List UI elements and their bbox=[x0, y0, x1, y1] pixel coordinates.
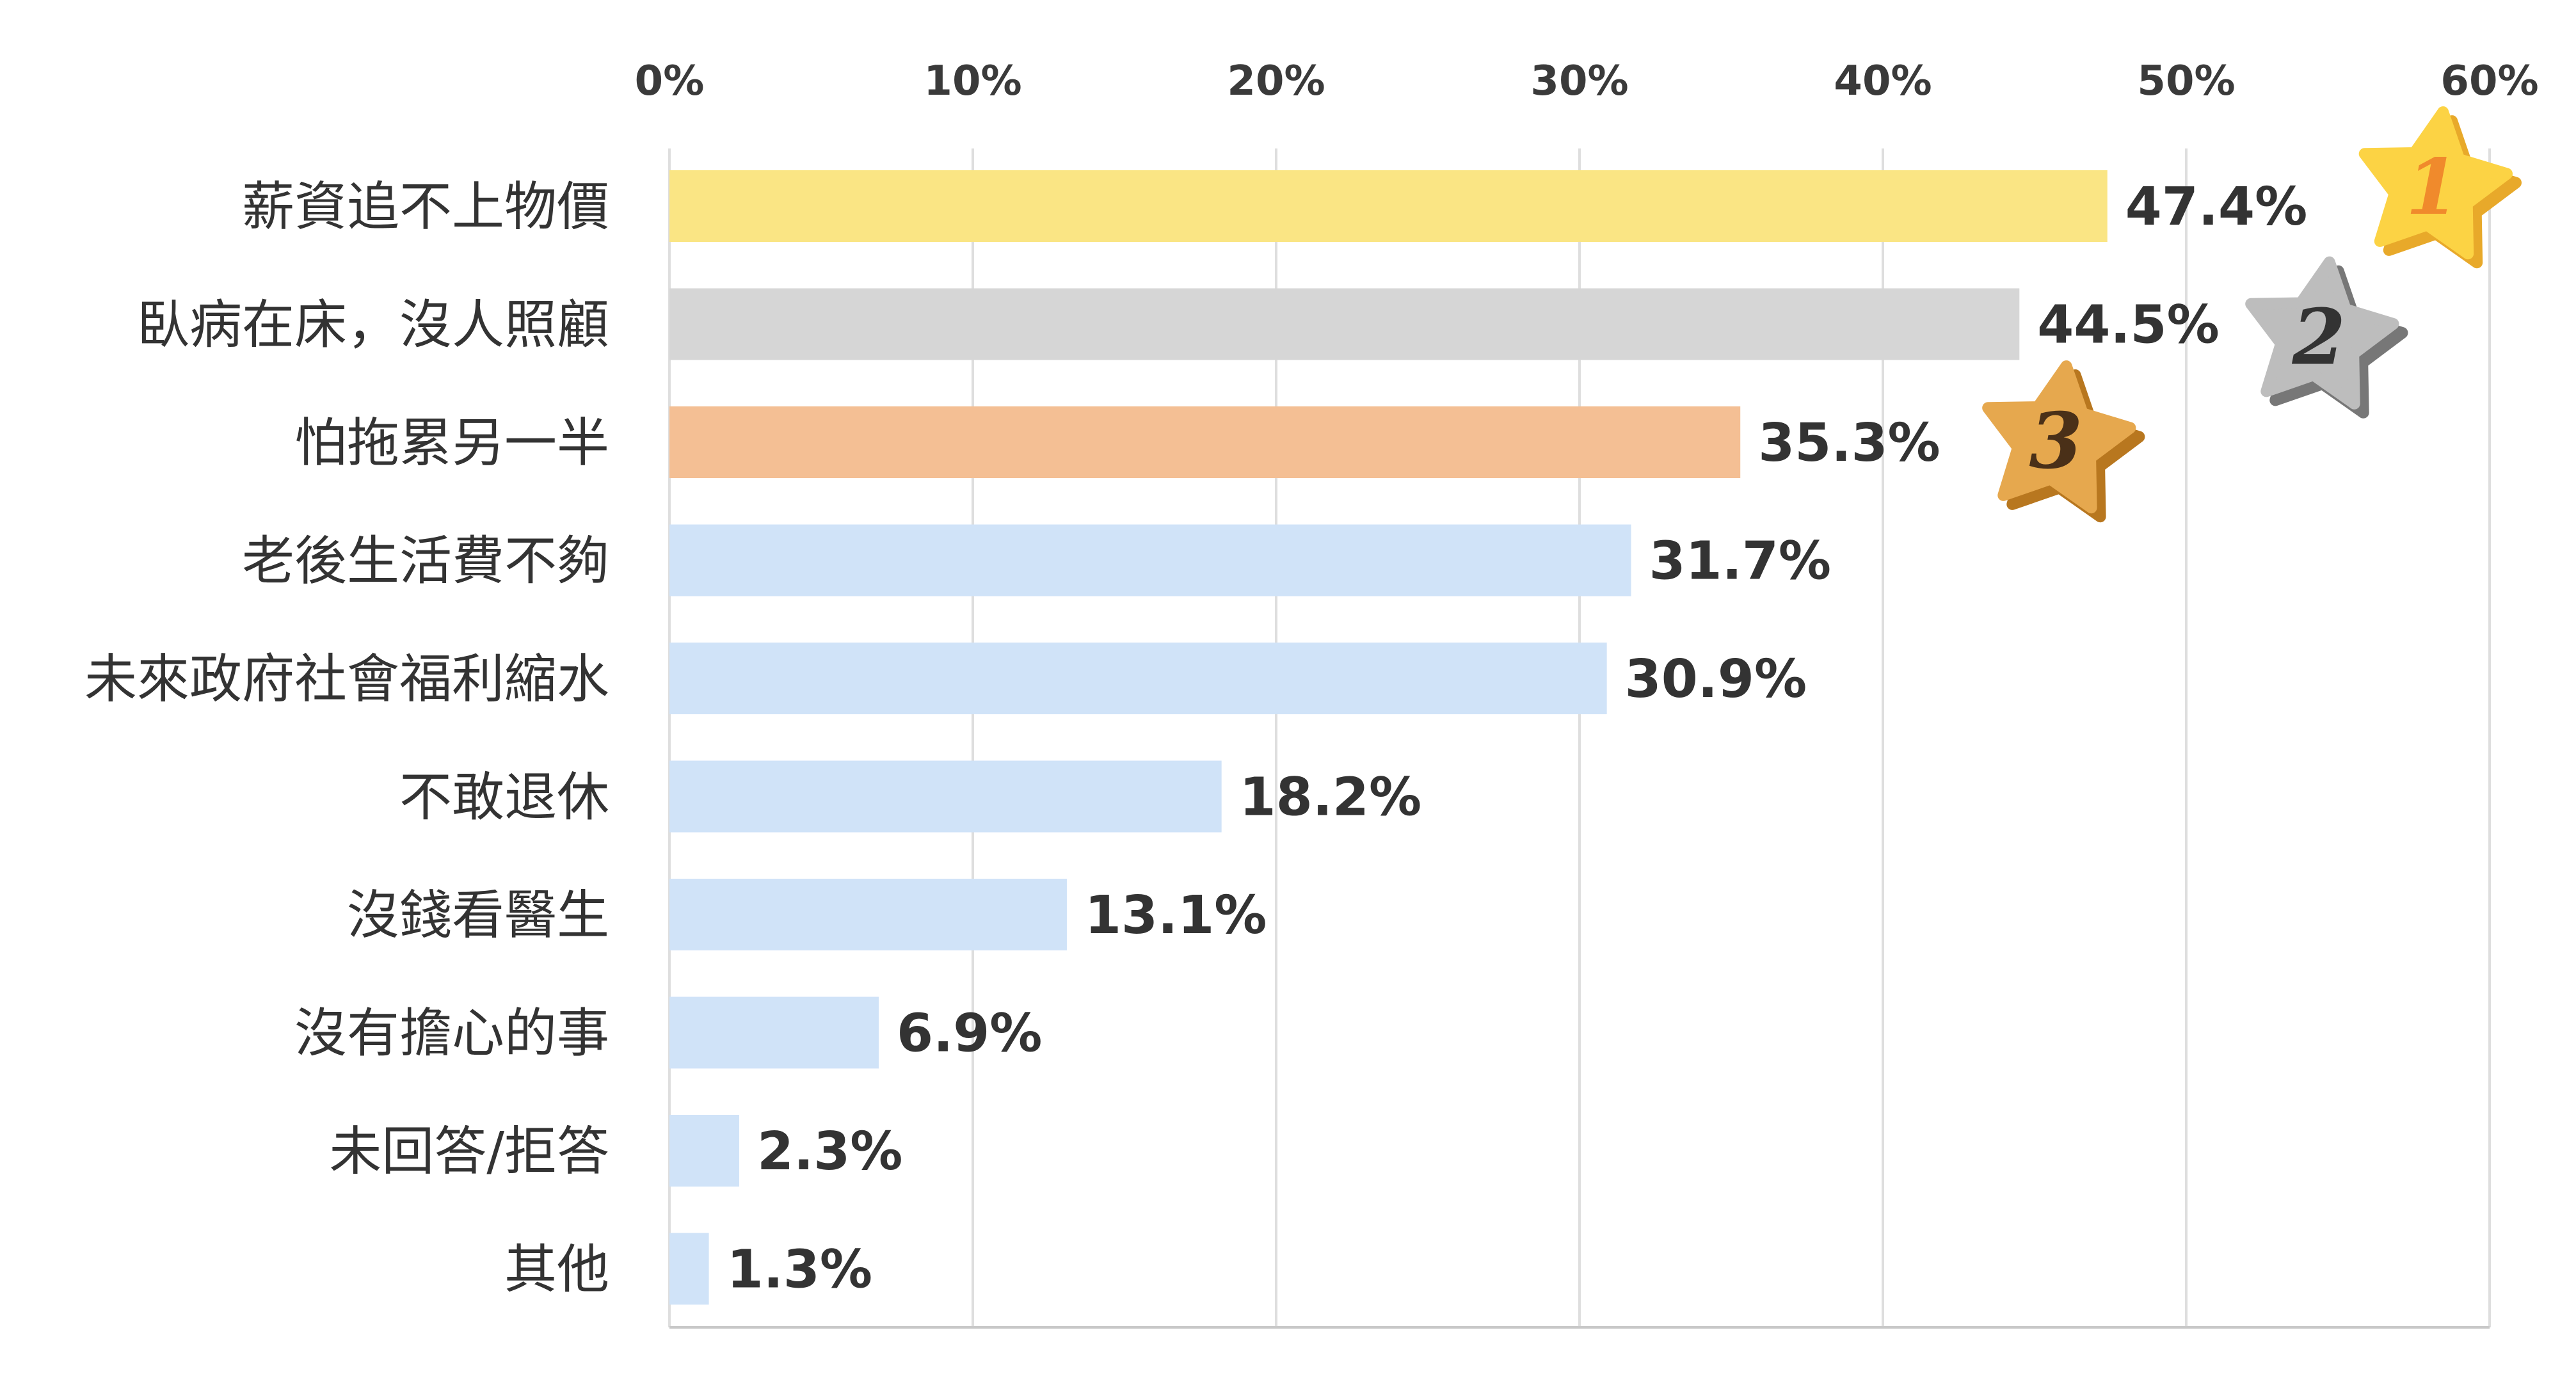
value-label: 30.9% bbox=[1625, 649, 1807, 710]
value-labels: 47.4% 44.5% 35.3% 31.7% 30.9% 18.2% 13.1% 6.9% 2… bbox=[727, 177, 2308, 1300]
bar bbox=[669, 406, 1741, 478]
category-label: 怕拖累另一半 bbox=[294, 413, 609, 474]
rank-badge-1: 1 bbox=[2358, 106, 2522, 269]
star-icon bbox=[2245, 256, 2399, 410]
rank-number: 1 bbox=[2406, 142, 2460, 232]
x-tick-label: 40% bbox=[1834, 58, 1932, 105]
value-label: 31.7% bbox=[1649, 531, 1831, 592]
bar bbox=[669, 643, 1607, 714]
bars-layer bbox=[669, 170, 2108, 1305]
x-axis-ticks: 0% 10% 20% 30% 40% 50% 60% bbox=[635, 58, 2539, 105]
value-label: 47.4% bbox=[2125, 177, 2307, 237]
value-label: 1.3% bbox=[727, 1240, 872, 1300]
category-label: 老後生活費不夠 bbox=[242, 531, 609, 592]
bar bbox=[669, 524, 1631, 596]
category-labels: 薪資追不上物價臥病在床，沒人照顧怕拖累另一半老後生活費不夠未來政府社會福利縮水不… bbox=[84, 177, 609, 1300]
bar bbox=[669, 1233, 709, 1305]
value-label: 35.3% bbox=[1758, 413, 1940, 474]
category-label: 未回答/拒答 bbox=[329, 1121, 609, 1182]
rank-badges: 12 3 bbox=[1982, 106, 2522, 523]
x-tick-label: 10% bbox=[924, 58, 1021, 105]
category-label: 其他 bbox=[504, 1240, 609, 1300]
category-label: 沒有擔心的事 bbox=[294, 1004, 609, 1064]
star-icon bbox=[1982, 360, 2136, 514]
star-icon bbox=[2358, 106, 2513, 260]
rank-badge-2: 2 bbox=[2245, 256, 2408, 419]
bar bbox=[669, 996, 879, 1069]
bar bbox=[669, 170, 2108, 242]
x-tick-label: 20% bbox=[1227, 58, 1325, 105]
value-label: 13.1% bbox=[1085, 885, 1267, 946]
bar bbox=[669, 879, 1067, 950]
bar bbox=[669, 760, 1222, 833]
category-label: 不敢退休 bbox=[399, 767, 609, 828]
x-tick-label: 30% bbox=[1530, 58, 1628, 105]
category-label: 薪資追不上物價 bbox=[242, 177, 609, 237]
category-label: 未來政府社會福利縮水 bbox=[84, 649, 609, 710]
category-label: 臥病在床，沒人照顧 bbox=[137, 295, 609, 356]
x-tick-label: 50% bbox=[2137, 58, 2235, 105]
value-label: 6.9% bbox=[897, 1004, 1042, 1064]
bar bbox=[669, 1115, 740, 1187]
x-tick-label: 60% bbox=[2440, 58, 2538, 105]
value-label: 2.3% bbox=[757, 1121, 902, 1182]
x-tick-label: 0% bbox=[635, 58, 705, 105]
bar bbox=[669, 288, 2020, 360]
category-label: 沒錢看醫生 bbox=[347, 885, 609, 946]
rank-badge-3: 3 bbox=[1982, 360, 2145, 523]
value-label: 18.2% bbox=[1240, 767, 1421, 828]
rank-number: 2 bbox=[2292, 292, 2346, 383]
rank-number: 3 bbox=[2029, 396, 2083, 486]
value-label: 44.5% bbox=[2037, 295, 2219, 356]
